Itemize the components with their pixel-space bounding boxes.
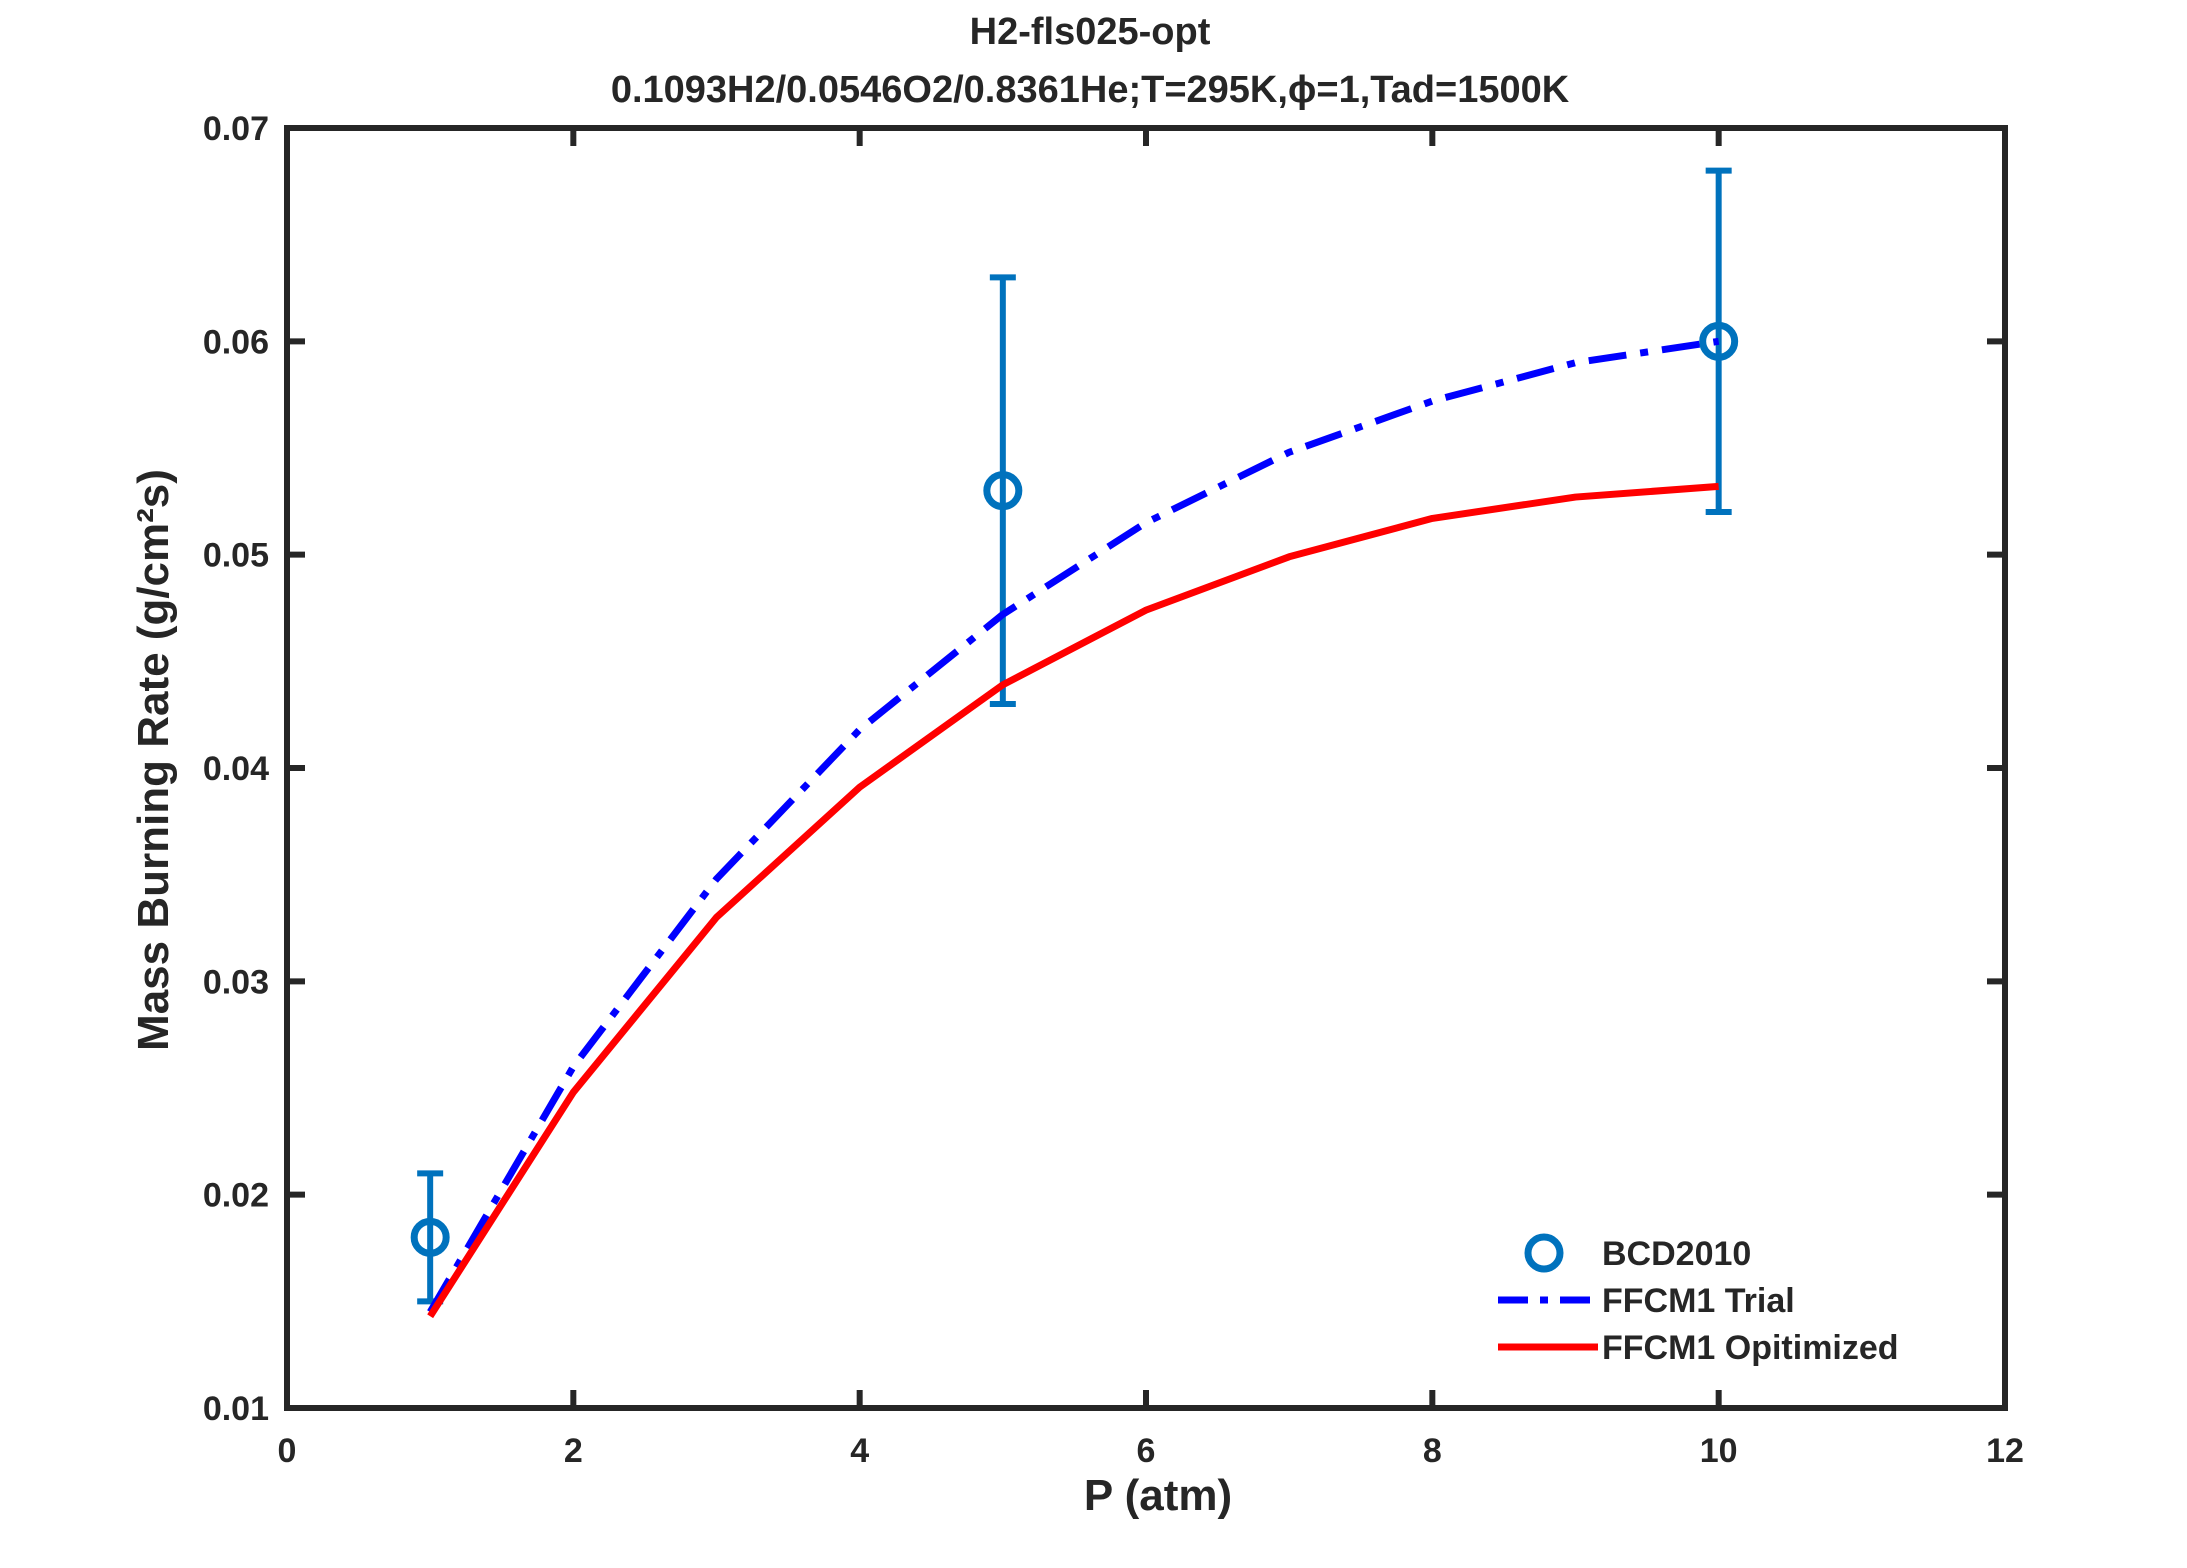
x-axis-label: P (atm) <box>1084 1471 1232 1520</box>
legend-label-ffcm1-opitimized: FFCM1 Opitimized <box>1602 1329 1899 1367</box>
x-tick-label: 0 <box>278 1432 297 1470</box>
y-tick-label: 0.03 <box>203 963 269 1001</box>
y-tick-label: 0.06 <box>203 323 269 361</box>
y-tick-label: 0.05 <box>203 537 269 575</box>
chart-title: H2-fls025-opt <box>970 11 1211 53</box>
y-tick-label: 0.07 <box>203 110 269 148</box>
y-tick-label: 0.01 <box>203 1390 269 1428</box>
x-tick-label: 4 <box>850 1432 869 1470</box>
x-tick-label: 6 <box>1137 1432 1156 1470</box>
data-point-bcd2010 <box>983 471 1023 511</box>
legend: BCD2010 FFCM1 Trial FFCM1 Opitimized <box>1498 1233 1899 1367</box>
x-tick-label: 2 <box>564 1432 583 1470</box>
legend-marker-bcd2010 <box>1524 1233 1564 1273</box>
series-line-ffcm1-opitimized <box>427 482 1719 1319</box>
legend-label-ffcm1-trial: FFCM1 Trial <box>1602 1282 1795 1320</box>
axis-ticks: 0 2 4 6 8 10 12 0.01 0.02 0.03 0.04 0.05 0.06 0.07 <box>203 110 2024 1470</box>
x-tick-label: 12 <box>1986 1432 2024 1470</box>
legend-label-bcd2010: BCD2010 <box>1602 1235 1751 1273</box>
plot-area <box>410 167 1739 1319</box>
data-point-bcd2010 <box>410 1217 450 1257</box>
x-tick-label: 10 <box>1700 1432 1738 1470</box>
plot-frame <box>284 125 2008 1411</box>
y-tick-label: 0.04 <box>203 750 269 788</box>
data-point-bcd2010 <box>1699 321 1739 361</box>
chart-subtitle: 0.1093H2/0.0546O2/0.8361He;T=295K,ϕ=1,Ta… <box>611 69 1570 111</box>
y-axis-label: Mass Burning Rate (g/cm²s) <box>129 469 178 1051</box>
y-tick-label: 0.02 <box>203 1177 269 1215</box>
series-line-ffcm1-trial <box>427 337 1720 1314</box>
x-tick-label: 8 <box>1423 1432 1442 1470</box>
